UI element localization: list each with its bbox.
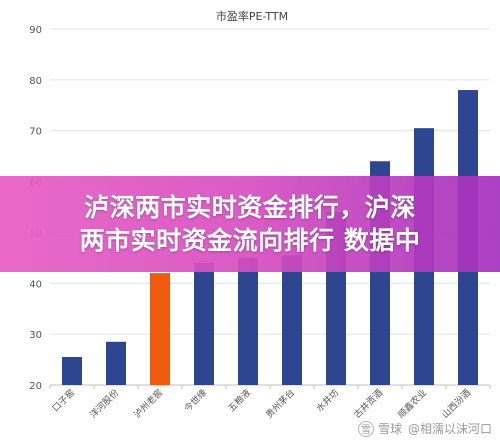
x-tick-label: 贵州茅台 [263, 387, 297, 421]
watermark: 雪 雪球 @相濡以沫河口 [357, 420, 492, 437]
bar-五粮液 [238, 257, 258, 385]
y-tick-label: 30 [29, 330, 42, 341]
headline-line-2: 两市实时资金流向排行 数据中 [79, 226, 421, 255]
bar-今世缘 [194, 262, 214, 385]
x-tick-label: 水井坊 [314, 387, 342, 415]
headline-line-1: 泸深两市实时资金排行，沪深 [84, 193, 416, 222]
x-tick-label: 山西汾酒 [440, 387, 473, 420]
x-tick-label: 今世缘 [182, 387, 210, 415]
bar-贵州茅台 [282, 255, 302, 385]
watermark-author: @相濡以沫河口 [407, 422, 492, 436]
x-tick-label: 泸州老窖 [131, 387, 165, 421]
y-tick-label: 20 [29, 381, 42, 392]
x-tick-label: 口子窖 [50, 387, 78, 415]
snowball-logo-icon: 雪 [357, 420, 374, 437]
y-tick-label: 40 [29, 279, 42, 290]
headline-banner: 泸深两市实时资金排行，沪深 两市实时资金流向排行 数据中 [0, 176, 500, 272]
x-tick-label: 顺鑫农业 [395, 387, 429, 421]
bar-洋河股份 [106, 341, 126, 385]
bar-口子窖 [62, 357, 82, 385]
y-tick-label: 90 [29, 25, 42, 36]
y-tick-label: 80 [29, 76, 42, 87]
watermark-brand: 雪球 [377, 422, 402, 436]
x-tick-label: 五粮液 [226, 387, 254, 415]
chart-title: 市盈率PE-TTM [216, 9, 288, 23]
y-tick-label: 70 [29, 127, 42, 138]
bar-泸州老窖 [150, 273, 170, 385]
x-axis: 口子窖 洋河股份 泸州老窖 今世缘 五粮液 贵州茅台 水井坊 古井贡酒 顺鑫农业 山西汾酒 [49, 385, 491, 421]
x-tick-label: 洋河股份 [87, 387, 121, 421]
x-tick-label: 古井贡酒 [351, 387, 385, 421]
